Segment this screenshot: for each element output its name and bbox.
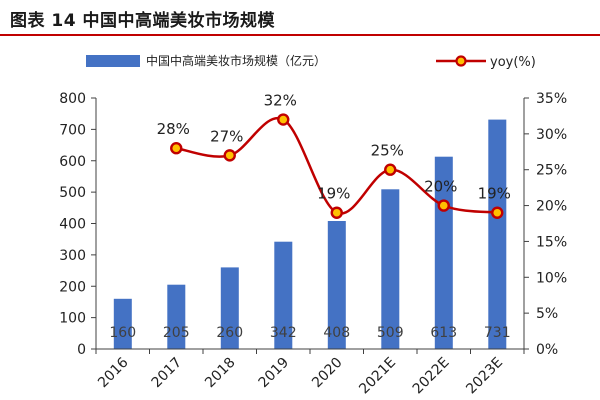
yoy-point-2019: [277, 113, 290, 126]
x-tick-label-2018: 2018: [202, 355, 239, 392]
yoy-line-series: [170, 113, 504, 219]
figure-title: 图表 14 中国中高端美妆市场规模: [10, 11, 275, 31]
chart-legend: 中国中高端美妆市场规模（亿元） yoy(%): [86, 53, 536, 70]
legend-line-marker: [455, 55, 467, 67]
x-tick-label-2019: 2019: [256, 355, 293, 392]
yoy-value-label: 19%: [478, 185, 511, 203]
right-tick-label: 5%: [536, 306, 558, 322]
bar-2018: [220, 267, 239, 349]
right-tick-label: 15%: [536, 234, 567, 250]
yoy-value-label: 25%: [371, 142, 404, 160]
left-tick-label: 600: [59, 154, 86, 170]
left-tick-label: 700: [59, 122, 86, 138]
yoy-point-2018: [223, 149, 236, 162]
legend-bar-swatch: [86, 55, 140, 67]
right-tick-label: 35%: [536, 91, 567, 107]
bar-2020: [327, 221, 346, 349]
right-tick-label: 10%: [536, 270, 567, 286]
bar-2016: [113, 298, 132, 349]
bar-2021E: [381, 189, 400, 349]
bar-2017: [167, 284, 186, 349]
yoy-point-2017: [170, 141, 183, 155]
left-tick-label: 100: [59, 311, 86, 327]
x-tick-label-2021E: 2021E: [356, 355, 399, 398]
bar-value-label: 408: [323, 325, 350, 341]
yoy-point-2021E: [384, 163, 397, 176]
right-tick-label: 25%: [536, 163, 567, 179]
x-tick-label-2017: 2017: [149, 355, 186, 392]
x-tick-label-2020: 2020: [309, 355, 346, 392]
yoy-point-2020: [330, 206, 343, 219]
right-tick-label: 20%: [536, 199, 567, 215]
title-rule: [0, 34, 600, 36]
bar-2023E: [488, 119, 507, 349]
left-tick-label: 800: [59, 91, 86, 107]
bar-series: [113, 119, 507, 349]
bar-value-label: 509: [377, 325, 404, 341]
bar-value-label: 342: [270, 325, 297, 341]
legend-line-label: yoy(%): [490, 55, 536, 70]
x-tick-label-2022E: 2022E: [410, 355, 453, 398]
yoy-value-label: 27%: [210, 127, 243, 145]
yoy-value-labels: 28% 27% 32% 19% 25% 20% 19%: [157, 92, 511, 203]
yoy-value-label: 32%: [264, 92, 297, 110]
bar-value-label: 731: [484, 325, 511, 341]
figure-header: 图表 14 中国中高端美妆市场规模: [0, 0, 600, 36]
yoy-value-label: 20%: [424, 178, 457, 196]
yoy-point-2022E: [437, 199, 450, 212]
x-tick-label-2016: 2016: [95, 354, 132, 391]
right-tick-label: 30%: [536, 127, 567, 143]
yoy-value-label: 19%: [317, 185, 350, 203]
bar-value-label: 160: [109, 325, 136, 341]
legend-bar-label: 中国中高端美妆市场规模（亿元）: [146, 53, 326, 68]
bar-value-label: 613: [430, 325, 457, 341]
bar-2019: [274, 241, 293, 349]
left-tick-label: 400: [59, 217, 86, 233]
yoy-point-2023E: [491, 206, 504, 219]
right-tick-label: 0%: [536, 342, 558, 358]
bar-value-label: 205: [163, 325, 190, 341]
x-tick-label-2023E: 2023E: [463, 355, 506, 398]
bar-value-labels: 160 205 260 342 408 509 613 731: [109, 325, 510, 341]
bar-value-label: 260: [216, 325, 243, 341]
left-tick-label: 0: [77, 342, 86, 358]
yoy-value-label: 28%: [157, 120, 190, 138]
left-tick-label: 300: [59, 248, 86, 264]
left-tick-label: 200: [59, 279, 86, 295]
left-tick-label: 500: [59, 185, 86, 201]
